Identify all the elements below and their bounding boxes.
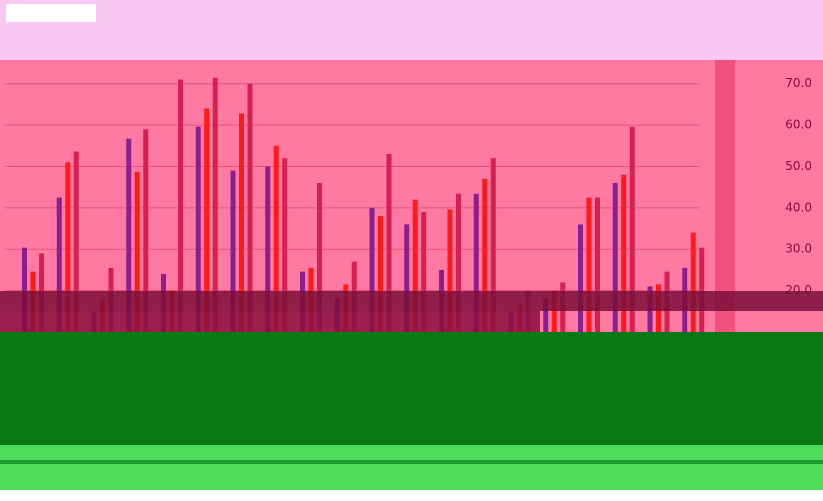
lower-panel [0,332,823,445]
bar [699,248,704,332]
y-tick-label: 70.0 [785,76,812,90]
overlay-band [0,311,540,332]
bar [578,224,583,332]
y-tick-label: 30.0 [785,242,812,256]
bar [691,233,696,332]
y-tick-label: 60.0 [785,118,812,132]
overlay-band [0,291,823,311]
status-line [0,460,823,464]
bar [587,198,592,333]
y-tick-label: 50.0 [785,159,812,173]
header-box [6,4,96,22]
status-strip [0,445,823,490]
screen: 20.030.040.050.060.070.0 [0,0,823,501]
header-bar [0,0,823,60]
bar [595,198,600,333]
y-tick-label: 40.0 [785,200,812,214]
